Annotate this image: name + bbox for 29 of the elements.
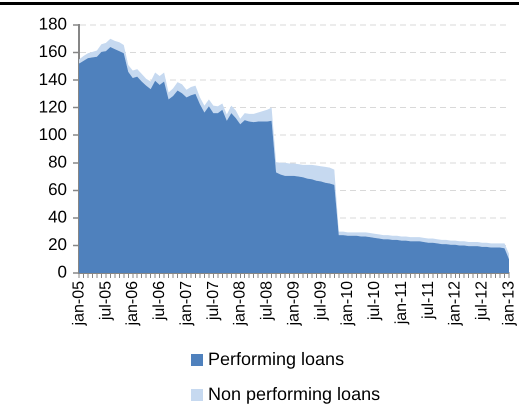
x-tick-label: jul-08 — [258, 280, 276, 322]
x-tick-label: jan-05 — [70, 280, 88, 326]
y-tick-label: 0 — [58, 262, 67, 282]
y-tick-label: 60 — [48, 180, 67, 200]
y-tick-label: 40 — [48, 208, 67, 227]
x-tick-label: jan-13 — [500, 280, 518, 326]
y-tick-label: 120 — [38, 97, 67, 116]
x-tick-label: jan-08 — [232, 280, 249, 326]
x-tick-label: jul-07 — [204, 280, 222, 322]
x-tick-label: jul-12 — [474, 280, 491, 322]
x-tick-label: jan-12 — [446, 280, 464, 326]
y-tick-label: 100 — [38, 124, 67, 144]
x-tick-label: jan-06 — [124, 280, 142, 326]
x-tick-label: jan-11 — [392, 280, 410, 326]
legend-label: Non performing loans — [208, 384, 380, 405]
x-tick-label: jul-11 — [420, 280, 437, 320]
x-tick-label: jan-09 — [285, 280, 302, 326]
y-tick-label: 20 — [48, 235, 67, 254]
legend-label: Performing loans — [208, 349, 344, 370]
y-tick-label: 180 — [38, 14, 67, 34]
x-tick-label: jul-09 — [312, 280, 330, 322]
y-tick-label: 140 — [38, 70, 67, 89]
x-tick-label: jan-07 — [178, 280, 195, 326]
y-tick-label: 80 — [48, 152, 67, 172]
y-tick-label: 160 — [38, 42, 67, 62]
x-tick-label: jul-06 — [151, 280, 168, 322]
x-tick-label: jan-10 — [339, 280, 356, 326]
x-tick-label: jul-10 — [366, 280, 384, 322]
x-tick-label: jul-05 — [97, 280, 114, 322]
